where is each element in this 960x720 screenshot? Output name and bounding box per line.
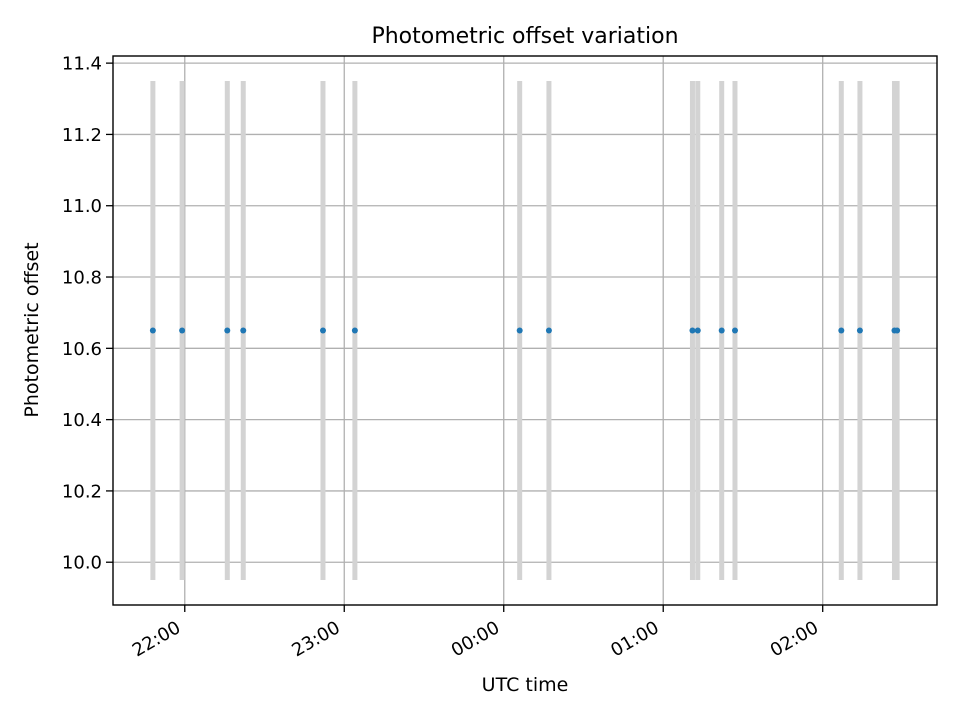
data-point — [856, 327, 863, 334]
y-tick-label: 10.4 — [62, 410, 102, 431]
data-point — [319, 327, 326, 334]
data-point — [351, 327, 358, 334]
data-point — [689, 327, 696, 334]
data-point — [694, 327, 701, 334]
x-axis-label: UTC time — [482, 674, 569, 696]
data-point — [240, 327, 247, 334]
data-point — [149, 327, 156, 334]
data-point — [718, 327, 725, 334]
grid-layer — [113, 56, 937, 605]
point-layer — [149, 327, 901, 334]
data-point — [224, 327, 231, 334]
y-tick-label: 11.2 — [62, 125, 102, 146]
data-point — [838, 327, 845, 334]
y-tick-label: 11.4 — [62, 54, 102, 75]
y-axis-label: Photometric offset — [21, 242, 43, 417]
data-point — [516, 327, 523, 334]
data-point — [545, 327, 552, 334]
data-point — [894, 327, 901, 334]
chart-title: Photometric offset variation — [371, 24, 678, 49]
y-tick-label: 11.0 — [62, 196, 102, 217]
y-tick-label: 10.6 — [62, 339, 102, 360]
y-tick-label: 10.8 — [62, 268, 102, 289]
data-point — [731, 327, 738, 334]
plot-frame — [112, 55, 938, 606]
data-point — [179, 327, 186, 334]
y-tick-label: 10.2 — [62, 481, 102, 502]
y-tick-label: 10.0 — [62, 553, 102, 574]
y-tick-layer: 10.0 10.2 10.4 10.6 10.8 11.0 11.2 11.4 — [62, 54, 113, 574]
